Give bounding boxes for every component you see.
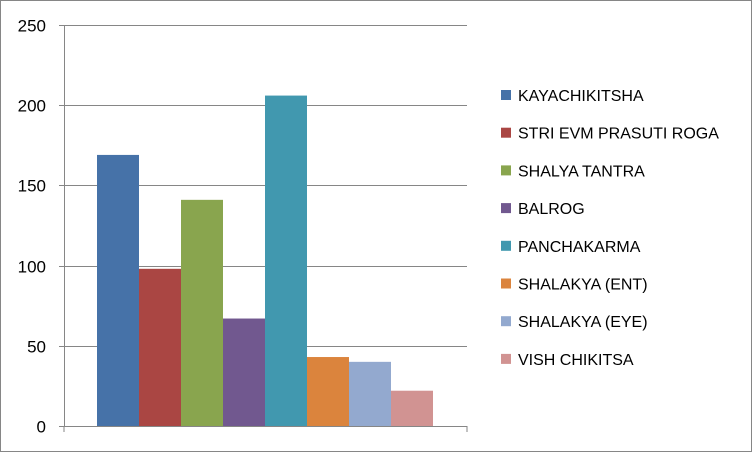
legend-label: STRI EVM PRASUTI ROGA (518, 126, 719, 143)
bar-panchakarma (265, 95, 307, 427)
bar-stri-evm-prasuti-roga (139, 268, 181, 426)
legend-swatch (501, 240, 511, 251)
legend-label: BALROG (518, 201, 585, 218)
legend-swatch (501, 203, 511, 214)
legend-swatch (501, 127, 511, 138)
legend-label: KAYACHIKITSHA (518, 88, 644, 105)
bar-shalakya-ent (307, 357, 349, 426)
bars (97, 95, 433, 427)
legend-label: PANCHAKARMA (518, 239, 641, 256)
legend-label: SHALAKYA (EYE) (518, 314, 648, 331)
y-axis-tick-labels: 0 50 100 150 200 250 (18, 17, 46, 437)
y-tick-label: 100 (18, 258, 46, 277)
legend-swatch (501, 353, 511, 364)
bar-kayachikitsha (97, 154, 139, 426)
bar-balrog (223, 318, 265, 426)
bar-vish-chikitsa (391, 390, 433, 426)
axes (59, 25, 468, 432)
legend-swatch (501, 316, 511, 327)
y-tick-label: 200 (18, 97, 46, 116)
y-tick-label: 50 (27, 338, 46, 357)
bar-shalakya-eye (349, 361, 391, 426)
legend-swatch (501, 90, 511, 100)
bar-shalya-tantra (181, 199, 223, 426)
legend-swatch (501, 278, 511, 289)
legend-swatch (501, 165, 511, 176)
y-tick-label: 150 (18, 177, 46, 196)
legend: KAYACHIKITSHA STRI EVM PRASUTI ROGA SHALYA… (501, 88, 719, 369)
y-tick-label: 250 (18, 17, 46, 36)
legend-label: SHALAKYA (ENT) (518, 277, 648, 294)
legend-label: VISH CHIKITSA (518, 352, 634, 369)
y-tick-label: 0 (37, 418, 46, 437)
legend-label: SHALYA TANTRA (518, 163, 645, 180)
